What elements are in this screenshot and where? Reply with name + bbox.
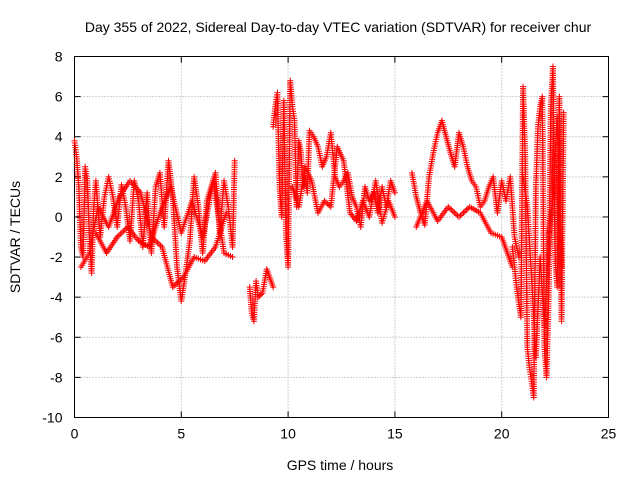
x-axis-label: GPS time / hours bbox=[287, 457, 394, 473]
axis-ticks: 0 5 10 15 20 25 -10 -8 -6 -4 -2 0 2 4 6 8 bbox=[42, 49, 616, 442]
data-point bbox=[120, 228, 127, 235]
data-point bbox=[270, 284, 277, 291]
data-point bbox=[118, 229, 125, 236]
x-tick-label: 15 bbox=[387, 426, 403, 442]
y-tick-label: 6 bbox=[55, 89, 63, 105]
data-point bbox=[255, 294, 262, 301]
y-tick-label: 0 bbox=[55, 209, 63, 225]
data-point bbox=[460, 209, 467, 216]
data-point bbox=[449, 208, 456, 215]
y-tick-label: -2 bbox=[50, 249, 63, 265]
data-point bbox=[223, 209, 230, 216]
x-tick-label: 0 bbox=[71, 426, 79, 442]
x-tick-label: 25 bbox=[601, 426, 617, 442]
x-tick-label: 5 bbox=[177, 426, 185, 442]
x-tick-label: 10 bbox=[280, 426, 296, 442]
plot-frame bbox=[74, 56, 609, 418]
data-point bbox=[231, 157, 238, 164]
data-point bbox=[448, 206, 455, 213]
y-axis-label: SDTVAR / TECUs bbox=[7, 181, 23, 293]
y-tick-label: 8 bbox=[55, 49, 63, 65]
data-point bbox=[117, 231, 124, 238]
data-point bbox=[115, 232, 122, 239]
data-point bbox=[256, 292, 263, 299]
y-tick-label: -10 bbox=[42, 410, 62, 426]
y-tick-label: -4 bbox=[50, 289, 63, 305]
data-point bbox=[156, 241, 163, 248]
data-point bbox=[455, 213, 462, 220]
y-tick-label: 4 bbox=[55, 129, 63, 145]
y-tick-label: -8 bbox=[50, 369, 63, 385]
y-tick-label: 2 bbox=[55, 169, 63, 185]
data-point bbox=[515, 254, 522, 261]
data-point bbox=[452, 211, 459, 218]
data-points bbox=[71, 63, 567, 401]
data-point bbox=[451, 209, 458, 216]
y-tick-label: -6 bbox=[50, 329, 63, 345]
data-point bbox=[457, 212, 464, 219]
data-point bbox=[152, 238, 159, 245]
data-point bbox=[391, 213, 398, 220]
data-point bbox=[229, 254, 236, 261]
data-point bbox=[258, 291, 265, 298]
data-point bbox=[391, 189, 398, 196]
data-point bbox=[462, 208, 469, 215]
chart-title: Day 355 of 2022, Sidereal Day-to-day VTE… bbox=[85, 19, 592, 35]
x-tick-label: 20 bbox=[494, 426, 510, 442]
data-point bbox=[154, 239, 161, 246]
data-point bbox=[459, 211, 466, 218]
